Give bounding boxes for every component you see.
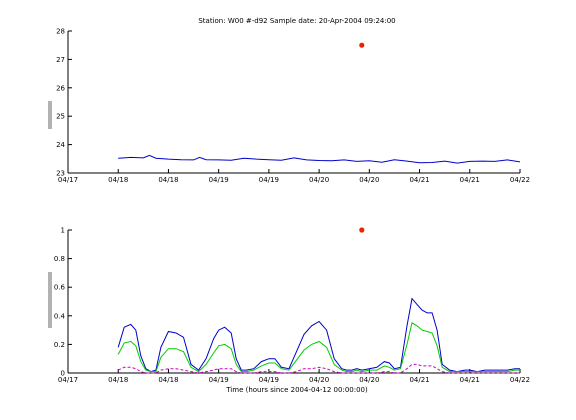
top-y-tick-label: 25 (56, 113, 65, 121)
bottom-x-tick-label: 04/19 (259, 376, 279, 384)
top-sample-marker (359, 42, 365, 48)
bottom-y-tick-label: 1 (61, 227, 65, 235)
top-x-tick-label: 04/18 (108, 176, 128, 184)
top-x-tick-label: 04/21 (460, 176, 480, 184)
bottom-y-tick-label: 0.6 (54, 284, 66, 292)
bottom-x-tick-label: 04/22 (510, 376, 530, 384)
bottom-y-tick-label: 0.2 (54, 341, 65, 349)
bottom-y-label-glyphs (48, 272, 52, 328)
bottom-x-tick-label: 04/17 (58, 376, 78, 384)
top-x-tick-label: 04/19 (259, 176, 279, 184)
bottom-y-tick-label: 0 (61, 370, 65, 378)
bottom-sample-marker (359, 227, 365, 233)
top-x-tick-label: 04/19 (209, 176, 229, 184)
top-x-tick-label: 04/17 (58, 176, 78, 184)
bottom-x-tick-label: 04/18 (108, 376, 128, 384)
top-y-tick-label: 28 (56, 28, 65, 36)
top-axes: 23 24 25 26 27 28 04/17 04/18 04/18 04/19 04/19 04/… (56, 28, 530, 185)
bottom-x-tick-label: 04/21 (460, 376, 480, 384)
top-series-line-1 (118, 154, 521, 164)
top-x-tick-label: 04/20 (359, 176, 379, 184)
bottom-series-line-3 (117, 363, 520, 374)
bottom-series-line-1 (117, 297, 520, 373)
figure-title: Station: W00 #-d92 Sample date: 20-Apr-2… (198, 17, 395, 25)
bottom-axes: 0 0.2 0.4 0.6 0.8 1 04/17 04/18 04/18 04/19 04/19 0… (54, 227, 530, 385)
top-x-tick-label: 04/21 (409, 176, 429, 184)
bottom-y-tick-label: 0.4 (54, 312, 66, 320)
top-y-tick-label: 27 (56, 56, 65, 64)
top-y-label-glyphs (48, 101, 52, 129)
x-axis-label: Time (hours since 2004-04-12 00:00:00) (225, 386, 368, 394)
top-y-tick-label: 24 (56, 141, 65, 149)
bottom-y-tick-label: 0.8 (54, 255, 65, 263)
bottom-series-line-2 (117, 322, 520, 373)
bottom-x-tick-label: 04/21 (409, 376, 429, 384)
top-y-tick-label: 23 (56, 170, 65, 178)
bottom-x-tick-label: 04/20 (309, 376, 329, 384)
bottom-x-tick-label: 04/20 (359, 376, 379, 384)
top-y-tick-label: 26 (56, 84, 65, 92)
bottom-x-tick-label: 04/19 (209, 376, 229, 384)
bottom-x-tick-label: 04/18 (158, 376, 178, 384)
top-x-tick-label: 04/18 (158, 176, 178, 184)
top-x-tick-label: 04/22 (510, 176, 530, 184)
top-x-tick-label: 04/20 (309, 176, 329, 184)
